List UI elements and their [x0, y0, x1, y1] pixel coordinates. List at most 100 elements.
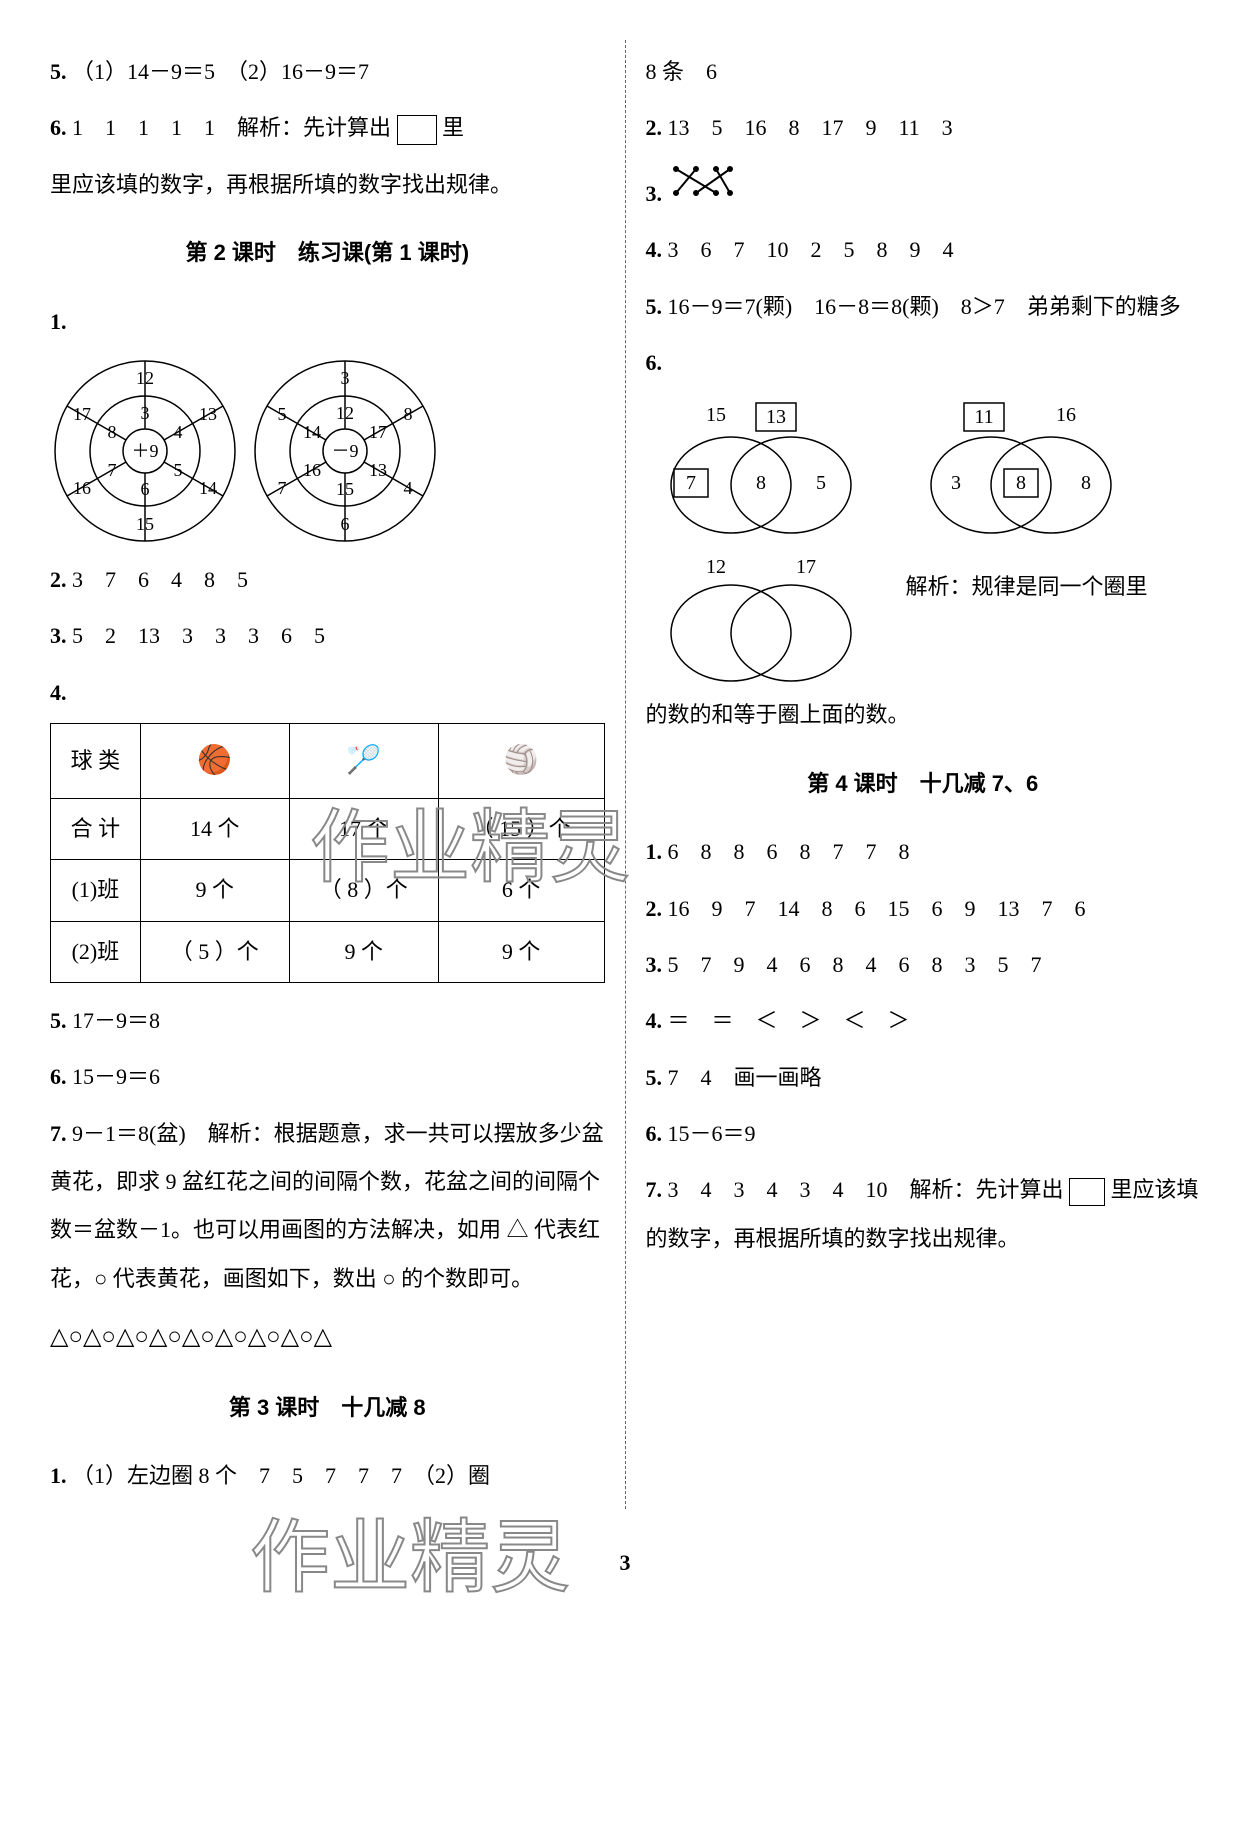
- left-q1c: 1. （1）左边圈 8 个 7 5 7 7 7 （2）圈: [50, 1452, 605, 1500]
- svg-text:13: 13: [199, 404, 217, 424]
- q-num: 4.: [50, 680, 67, 705]
- svg-text:5: 5: [816, 472, 826, 494]
- svg-text:14: 14: [199, 478, 217, 498]
- svg-text:8: 8: [404, 404, 413, 424]
- left-q7: 7. 9－1＝8(盆) 解析：根据题意，求一共可以摆放多少盆黄花，即求 9 盆红…: [50, 1110, 605, 1304]
- q-num: 6.: [50, 1064, 67, 1089]
- q-text: 9－1＝8(盆) 解析：根据题意，求一共可以摆放多少盆黄花，即求 9 盆红花之间…: [50, 1121, 604, 1291]
- right-q3: 3.: [646, 161, 1201, 218]
- q-text: 6 8 8 6 8 7 7 8: [668, 839, 910, 864]
- q-num: 6.: [50, 115, 67, 140]
- section-title-3: 第 3 课时 十几减 8: [50, 1384, 605, 1432]
- svg-text:4: 4: [404, 478, 413, 498]
- table-row: (1)班 9 个 （ 8 ）个 6 个: [51, 860, 605, 921]
- triangle-row: △○△○△○△○△○△○△○△○△: [50, 1311, 605, 1364]
- page-number: 3: [50, 1539, 1200, 1587]
- svg-text:11: 11: [974, 406, 993, 428]
- section-title-2: 第 2 课时 练习课(第 1 课时): [50, 229, 605, 277]
- table-row: 合 计 14 个 17 个 （ 15 ）个: [51, 798, 605, 859]
- wheel-left: ＋9 3 4 5 6 7 8 12 13 14 15 16 17: [50, 356, 240, 546]
- wheel-row: ＋9 3 4 5 6 7 8 12 13 14 15 16 17: [50, 356, 605, 546]
- right-q2d: 2. 16 9 7 14 8 6 15 6 9 13 7 6: [646, 885, 1201, 933]
- svg-text:17: 17: [73, 404, 91, 424]
- svg-text:16: 16: [73, 478, 91, 498]
- q-num: 1.: [646, 839, 663, 864]
- q-text-tail: 里: [442, 115, 464, 140]
- q-text: 3 6 7 10 2 5 8 9 4: [668, 237, 954, 262]
- svg-text:7: 7: [108, 460, 117, 480]
- q-num: 3.: [646, 952, 663, 977]
- svg-text:8: 8: [1016, 472, 1026, 494]
- q-num: 5.: [50, 1008, 67, 1033]
- svg-text:12: 12: [336, 403, 354, 423]
- q-text: 17－9＝8: [72, 1008, 160, 1033]
- svg-text:16: 16: [1056, 404, 1076, 426]
- svg-text:15: 15: [336, 479, 354, 499]
- svg-text:3: 3: [141, 403, 150, 423]
- badminton-icon: 🏸: [289, 724, 438, 799]
- right-q5: 5. 16－9＝7(颗) 16－8＝8(颗) 8＞7 弟弟剩下的糖多: [646, 283, 1201, 331]
- q-num: 3.: [50, 623, 67, 648]
- left-column: 5. （1）14－9＝5 （2）16－9＝7 6. 1 1 1 1 1 解析：先…: [50, 40, 605, 1509]
- right-q4: 4. 3 6 7 10 2 5 8 9 4: [646, 226, 1201, 274]
- section-title-4: 第 4 课时 十几减 7、6: [646, 760, 1201, 808]
- q-text: ＝ ＝ ＜ ＞ ＜ ＞: [668, 1008, 910, 1033]
- svg-text:7: 7: [686, 472, 696, 494]
- svg-text:17: 17: [796, 556, 816, 578]
- left-q3: 3. 5 2 13 3 3 3 6 5: [50, 612, 605, 660]
- q-num: 1.: [50, 309, 67, 334]
- table-row: 球 类 🏀 🏸 🏐: [51, 724, 605, 799]
- right-q4d: 4. ＝ ＝ ＜ ＞ ＜ ＞: [646, 997, 1201, 1045]
- venn-row-2: 12 17 解析：规律是同一个圈里: [646, 553, 1201, 683]
- right-q5d: 5. 7 4 画一画略: [646, 1054, 1201, 1102]
- svg-text:16: 16: [303, 460, 321, 480]
- q-text: （1）14－9＝5 （2）16－9＝7: [72, 59, 369, 84]
- q-num: 3.: [646, 181, 663, 206]
- right-q1d: 1. 6 8 8 6 8 7 7 8: [646, 828, 1201, 876]
- blank-box-icon: [1069, 1178, 1105, 1206]
- svg-text:7: 7: [278, 478, 287, 498]
- venn-3: 12 17: [646, 553, 876, 683]
- q-text: 16 9 7 14 8 6 15 6 9 13 7 6: [668, 896, 1086, 921]
- venn-explain: 解析：规律是同一个圈里: [906, 553, 1148, 611]
- svg-text:12: 12: [136, 368, 154, 388]
- left-q5: 5. （1）14－9＝5 （2）16－9＝7: [50, 48, 605, 96]
- left-q2: 2. 3 7 6 4 8 5: [50, 556, 605, 604]
- left-q6-tail: 里应该填的数字，再根据所填的数字找出规律。: [50, 161, 605, 209]
- svg-text:6: 6: [141, 479, 150, 499]
- q-num: 5.: [646, 1065, 663, 1090]
- wheel-right: －9 12 17 13 15 16 14 3 8 4 6 7 5: [250, 356, 440, 546]
- svg-text:8: 8: [108, 422, 117, 442]
- svg-text:17: 17: [369, 422, 387, 442]
- svg-text:15: 15: [706, 404, 726, 426]
- svg-text:13: 13: [766, 406, 786, 428]
- right-top: 8 条 6: [646, 48, 1201, 96]
- q-num: 5.: [50, 59, 67, 84]
- q-text: 16－9＝7(颗) 16－8＝8(颗) 8＞7 弟弟剩下的糖多: [668, 294, 1181, 319]
- svg-text:4: 4: [174, 422, 183, 442]
- blank-box-icon: [397, 115, 437, 145]
- q-num: 6.: [646, 1121, 663, 1146]
- left-q6: 6. 1 1 1 1 1 解析：先计算出 里: [50, 104, 605, 152]
- wheel-svg: ＋9 3 4 5 6 7 8 12 13 14 15 16 17: [50, 356, 240, 546]
- right-q7d: 7. 3 4 3 4 3 4 10 解析：先计算出 里应该填的数字，再根据所填的…: [646, 1166, 1201, 1263]
- ball-table: 球 类 🏀 🏸 🏐 合 计 14 个 17 个 （ 15 ）个 (1)班 9 个…: [50, 723, 605, 983]
- q-num: 2.: [646, 896, 663, 921]
- wheel-center: ＋9: [132, 441, 159, 461]
- th: 球 类: [51, 724, 141, 799]
- q-num: 7.: [646, 1177, 663, 1202]
- right-q3d: 3. 5 7 9 4 6 8 4 6 8 3 5 7: [646, 941, 1201, 989]
- left-q1: 1. ＋9 3 4: [50, 298, 605, 546]
- svg-text:8: 8: [1081, 472, 1091, 494]
- basketball-icon: 🏀: [140, 724, 289, 799]
- wheel-svg: －9 12 17 13 15 16 14 3 8 4 6 7 5: [250, 356, 440, 546]
- after-venn: 的数的和等于圈上面的数。: [646, 691, 1201, 739]
- q-num: 1.: [50, 1463, 67, 1488]
- q-num: 7.: [50, 1121, 67, 1146]
- svg-text:12: 12: [706, 556, 726, 578]
- svg-text:13: 13: [369, 460, 387, 480]
- volleyball-icon: 🏐: [438, 724, 604, 799]
- q-num: 2.: [646, 115, 663, 140]
- q-text: 3 4 3 4 3 4 10 解析：先计算出: [668, 1177, 1064, 1202]
- q-num: 5.: [646, 294, 663, 319]
